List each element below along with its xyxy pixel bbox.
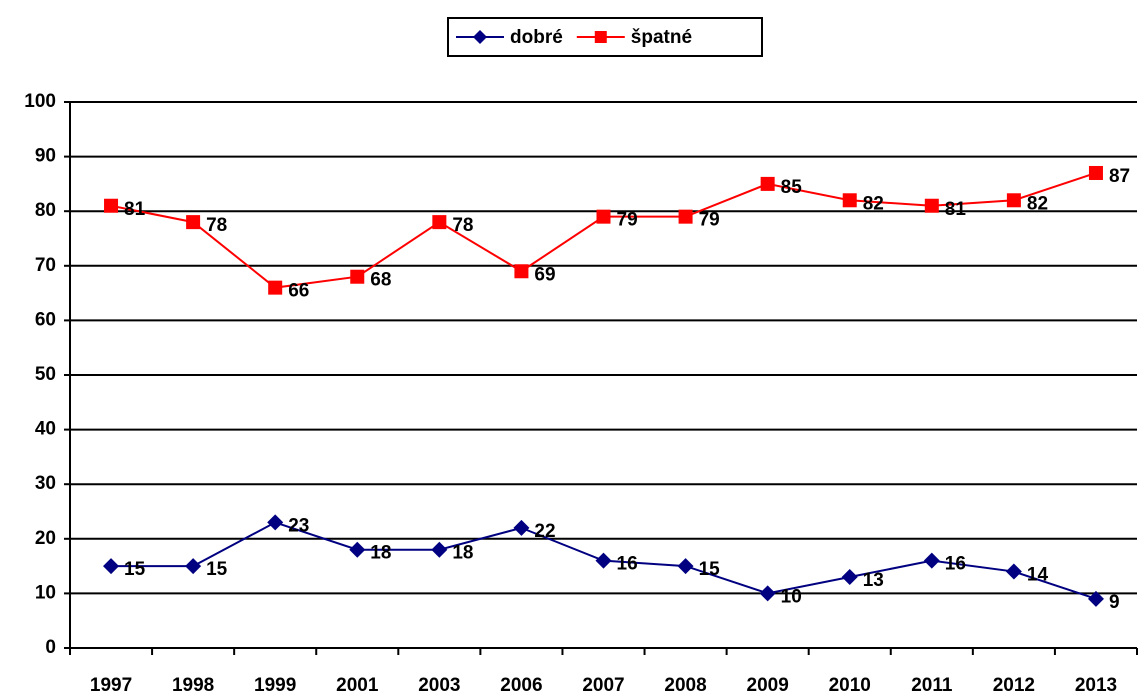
marker — [104, 198, 119, 213]
data-label: 10 — [781, 586, 802, 607]
data-label: 78 — [452, 215, 473, 236]
data-label: 81 — [124, 199, 146, 220]
x-tick-label: 2007 — [582, 675, 624, 696]
data-label: 9 — [1109, 592, 1120, 613]
y-tick-label: 10 — [35, 582, 56, 603]
series-line — [110, 172, 1097, 289]
marker — [596, 209, 611, 224]
marker — [514, 264, 529, 279]
legend-label: dobré — [510, 27, 563, 48]
y-tick-label: 0 — [45, 637, 56, 658]
marker — [349, 541, 366, 558]
y-tick-label: 90 — [35, 146, 56, 167]
marker — [431, 541, 448, 558]
x-tick-label: 2009 — [747, 675, 789, 696]
marker — [760, 176, 775, 191]
data-label: 15 — [206, 559, 228, 580]
data-label: 81 — [945, 199, 967, 220]
marker — [924, 198, 939, 213]
x-tick-label: 1998 — [172, 675, 214, 696]
x-tick-label: 2012 — [993, 675, 1035, 696]
x-tick-label: 1999 — [254, 675, 296, 696]
y-tick-label: 20 — [35, 528, 56, 549]
marker — [923, 552, 940, 569]
data-label: 18 — [370, 543, 391, 564]
data-label: 82 — [1027, 193, 1048, 214]
marker — [595, 552, 612, 569]
marker — [268, 280, 283, 295]
marker — [594, 31, 607, 43]
y-tick-label: 40 — [35, 419, 56, 440]
marker — [678, 209, 693, 224]
data-label: 13 — [863, 570, 884, 591]
x-tick-label: 1997 — [90, 675, 132, 696]
marker — [842, 193, 857, 208]
data-label: 22 — [534, 521, 555, 542]
x-tick-label: 2001 — [336, 675, 379, 696]
marker — [841, 569, 858, 586]
x-tick-label: 2011 — [911, 675, 953, 696]
y-tick-label: 70 — [35, 255, 56, 276]
x-tick-label: 2008 — [664, 675, 706, 696]
data-label: 16 — [945, 554, 966, 575]
marker — [432, 215, 447, 230]
y-tick-label: 100 — [24, 91, 56, 112]
marker — [186, 215, 201, 230]
data-label: 78 — [206, 215, 227, 236]
marker — [267, 514, 284, 531]
marker — [185, 558, 202, 575]
y-tick-label: 50 — [35, 364, 56, 385]
marker — [677, 558, 694, 575]
data-label: 15 — [699, 559, 721, 580]
data-label: 18 — [452, 543, 473, 564]
data-label: 66 — [288, 281, 309, 302]
x-tick-label: 2003 — [418, 675, 460, 696]
data-label: 85 — [781, 177, 803, 198]
marker — [350, 269, 365, 284]
x-tick-label: 2010 — [829, 675, 871, 696]
y-tick-label: 60 — [35, 309, 56, 330]
data-label: 69 — [534, 264, 555, 285]
data-label: 14 — [1027, 565, 1049, 586]
marker — [1006, 193, 1021, 208]
marker — [1087, 590, 1104, 607]
marker — [1088, 165, 1103, 180]
data-label: 87 — [1109, 166, 1130, 187]
data-label: 16 — [617, 554, 638, 575]
marker — [103, 558, 120, 575]
y-tick-label: 80 — [35, 200, 56, 221]
marker — [1005, 563, 1022, 580]
marker — [473, 30, 487, 44]
data-label: 79 — [699, 210, 720, 231]
y-tick-label: 30 — [35, 473, 56, 494]
marker — [759, 585, 776, 602]
data-label: 79 — [617, 210, 638, 231]
x-tick-label: 2006 — [500, 675, 542, 696]
data-label: 23 — [288, 515, 309, 536]
data-label: 82 — [863, 193, 884, 214]
legend-label: špatné — [631, 27, 692, 48]
x-tick-label: 2013 — [1075, 675, 1117, 696]
data-label: 68 — [370, 270, 391, 291]
data-label: 15 — [124, 559, 146, 580]
marker — [513, 519, 530, 536]
